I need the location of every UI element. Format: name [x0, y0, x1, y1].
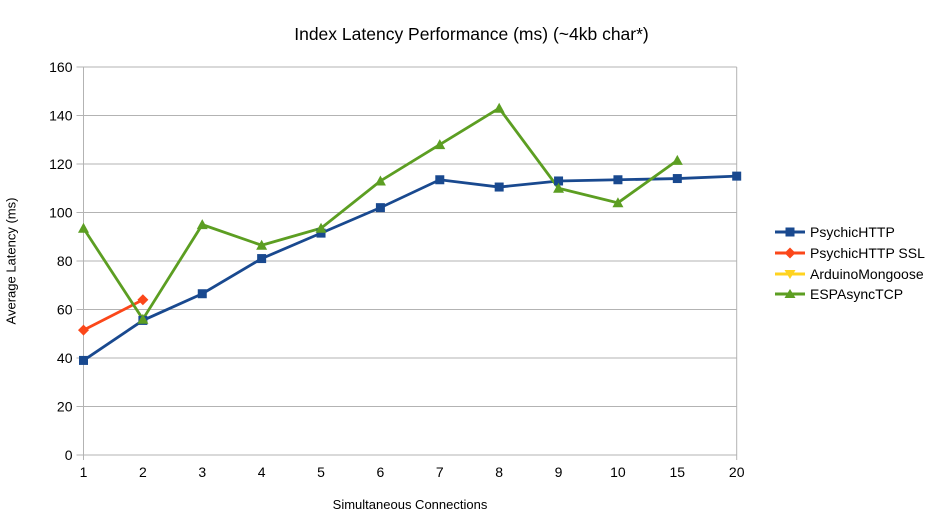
- legend-square-marker-icon: [775, 227, 805, 237]
- marker-psychichttp: [494, 182, 504, 192]
- marker-psychichttp: [554, 176, 564, 186]
- marker-psychichttp: [257, 254, 267, 264]
- marker-espasynctcp: [612, 197, 624, 208]
- x-tick-label: 6: [377, 464, 385, 480]
- x-tick-label: 15: [670, 464, 686, 480]
- y-tick-label: 0: [65, 447, 73, 463]
- legend-triangle-up-marker-icon: [775, 289, 805, 299]
- y-tick-label: 20: [57, 399, 73, 415]
- legend-item-psychichttp-ssl: PsychicHTTP SSL: [775, 243, 925, 264]
- legend-triangle-down-marker-icon: [775, 269, 805, 279]
- x-tick-label: 1: [80, 464, 88, 480]
- marker-espasynctcp: [256, 239, 268, 250]
- marker-psychichttp: [435, 175, 445, 185]
- legend-diamond-marker-icon: [775, 247, 805, 259]
- y-tick-label: 60: [57, 302, 73, 318]
- x-tick-label: 4: [258, 464, 266, 480]
- marker-psychichttp: [672, 174, 682, 184]
- legend-label: ESPAsyncTCP: [810, 286, 904, 303]
- x-axis-title: Simultaneous Connections: [332, 497, 488, 512]
- marker-psychichttp: [316, 228, 326, 238]
- x-tick-label: 9: [555, 464, 563, 480]
- marker-espasynctcp: [374, 175, 386, 186]
- x-tick-label: 8: [495, 464, 503, 480]
- legend-label: PsychicHTTP SSL: [810, 245, 925, 262]
- marker-espasynctcp: [78, 222, 89, 233]
- y-tick-label: 140: [49, 108, 73, 124]
- marker-psychichttp: [79, 355, 88, 365]
- marker-psychichttp-ssl: [78, 324, 89, 336]
- marker-espasynctcp: [137, 313, 149, 324]
- x-tick-label: 7: [436, 464, 444, 480]
- legend-label: ArduinoMongoose: [810, 265, 924, 282]
- marker-espasynctcp: [553, 182, 565, 193]
- series-line-espasynctcp: [82, 106, 679, 322]
- y-tick-label: 40: [57, 350, 73, 366]
- x-tick-label: 3: [198, 464, 206, 480]
- legend-item-espasynctcp: ESPAsyncTCP: [775, 284, 925, 305]
- marker-psychichttp: [732, 171, 742, 181]
- x-tick-label: 20: [729, 464, 745, 480]
- marker-psychichttp: [613, 175, 623, 185]
- marker-psychichttp: [197, 289, 207, 299]
- y-tick-label: 80: [57, 253, 73, 269]
- marker-espasynctcp: [493, 102, 505, 113]
- legend-label: PsychicHTTP: [810, 224, 895, 241]
- x-tick-label: 10: [610, 464, 626, 480]
- y-tick-label: 160: [49, 59, 73, 75]
- marker-espasynctcp: [671, 154, 683, 165]
- marker-espasynctcp: [196, 219, 208, 230]
- marker-psychichttp: [375, 203, 385, 213]
- marker-espasynctcp: [434, 139, 446, 150]
- marker-psychichttp-ssl: [137, 294, 149, 306]
- series-line-psychichttp: [82, 174, 737, 362]
- chart-title: Index Latency Performance (ms) (~4kb cha…: [294, 24, 649, 44]
- legend-item-arduinomongoose: ArduinoMongoose: [775, 263, 925, 284]
- legend-item-psychichttp: PsychicHTTP: [775, 222, 925, 243]
- y-tick-label: 100: [49, 205, 73, 221]
- x-tick-label: 2: [139, 464, 147, 480]
- y-axis-title: Average Latency (ms): [3, 197, 19, 325]
- x-tick-label: 5: [317, 464, 325, 480]
- marker-espasynctcp: [315, 222, 327, 233]
- legend: PsychicHTTP PsychicHTTP SSL ArduinoMongo…: [775, 222, 925, 305]
- y-tick-label: 120: [49, 156, 73, 172]
